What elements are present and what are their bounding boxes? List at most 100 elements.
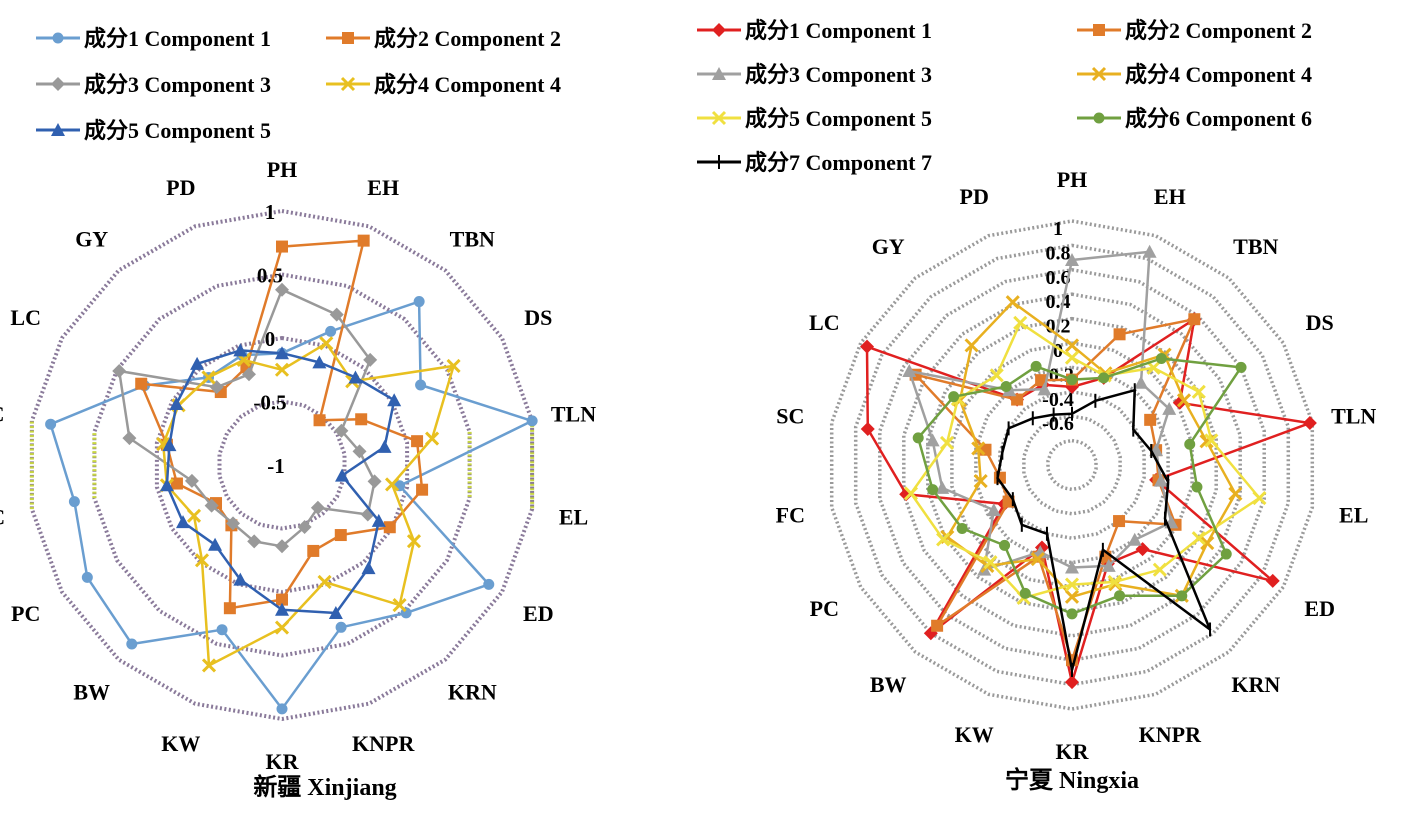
axis-label-fc: FC: [0, 504, 5, 529]
data-point: [1142, 244, 1157, 258]
data-point: [276, 593, 288, 606]
legend-label: 成分3 Component 3: [745, 62, 932, 87]
grid-ring: [853, 243, 1291, 687]
data-point: [1152, 562, 1167, 577]
data-point: [411, 435, 424, 448]
data-point: [112, 364, 127, 379]
data-point: [1101, 558, 1116, 572]
axis-label-el: EL: [1339, 503, 1368, 528]
data-point: [355, 413, 368, 426]
data-point: [912, 432, 924, 444]
data-point: [1066, 608, 1078, 620]
ring-tick-label: 0.4: [1046, 291, 1071, 313]
data-point: [973, 474, 988, 489]
data-point: [335, 621, 347, 633]
axis-label-ds: DS: [524, 305, 552, 330]
axis-label-bw: BW: [870, 672, 907, 697]
legend-item: 成分7 Component 7: [697, 150, 932, 175]
data-point: [936, 532, 951, 547]
data-point: [1113, 328, 1126, 341]
data-point: [135, 377, 148, 390]
axis-label-eh: EH: [367, 175, 399, 200]
data-point: [1188, 313, 1201, 326]
series-3: [902, 244, 1179, 576]
ring-tick-label: 0.6: [1046, 267, 1071, 289]
data-point: [1176, 590, 1188, 602]
grid-ring: [29, 208, 535, 722]
data-point: [446, 358, 461, 374]
data-point: [1220, 548, 1232, 560]
legend-label: 成分1 Component 1: [84, 26, 271, 51]
legend-marker: [340, 76, 356, 92]
data-point: [334, 423, 349, 438]
data-point: [216, 624, 228, 636]
legend-label: 成分1 Component 1: [745, 18, 932, 43]
legend-item: 成分5 Component 5: [36, 118, 271, 143]
data-point: [325, 325, 337, 337]
data-point: [387, 393, 402, 407]
axis-label-ed: ED: [1304, 596, 1335, 621]
data-point: [935, 480, 950, 494]
data-point: [1107, 574, 1122, 589]
data-point: [1176, 393, 1192, 408]
grid-rings: [829, 219, 1315, 711]
data-point: [1114, 590, 1126, 602]
data-point: [274, 620, 290, 635]
grid-ring: [217, 399, 347, 531]
axis-label-tbn: TBN: [1233, 234, 1278, 259]
data-point: [352, 444, 367, 459]
legend-item: 成分1 Component 1: [697, 18, 932, 43]
data-point: [425, 431, 440, 446]
axis-label-kr: KR: [266, 749, 300, 774]
legend-marker: [51, 77, 65, 91]
legend-label: 成分2 Component 2: [374, 26, 561, 51]
data-point: [335, 468, 350, 482]
legend-marker: [1093, 112, 1105, 124]
axis-label-bw: BW: [73, 680, 110, 705]
data-point: [1064, 589, 1080, 604]
data-point: [925, 433, 940, 447]
axis-label-pd: PD: [960, 184, 989, 209]
legend-item: 成分3 Component 3: [36, 72, 271, 97]
data-point: [319, 336, 334, 351]
ring-tick-label: -0.5: [253, 391, 286, 415]
data-point: [1127, 532, 1142, 546]
axis-label-sc: SC: [776, 403, 804, 428]
data-point: [122, 431, 137, 446]
legend-marker: [51, 123, 65, 136]
data-point: [361, 561, 376, 575]
ring-tick-label: 1: [265, 200, 276, 224]
chart-title-ningxia: 宁夏 Ningxia: [1005, 766, 1139, 794]
data-point: [860, 339, 875, 354]
data-point: [233, 343, 248, 357]
legend-item: 成分6 Component 6: [1077, 106, 1312, 131]
data-point: [226, 516, 241, 531]
data-point: [201, 658, 217, 673]
legend-item: 成分4 Component 4: [326, 72, 561, 97]
data-point: [483, 578, 495, 590]
data-point: [162, 438, 177, 452]
legend-marker: [52, 32, 64, 44]
legend-marker: [1093, 24, 1105, 36]
data-point: [81, 571, 93, 583]
series-4: [156, 336, 461, 673]
ring-tick-label: -0.6: [1042, 413, 1074, 435]
axis-label-ds: DS: [1306, 310, 1334, 335]
grid-ring: [92, 272, 472, 658]
legend-label: 成分6 Component 6: [1125, 106, 1312, 131]
legend-marker: [711, 110, 727, 126]
data-point: [964, 338, 979, 353]
data-point: [902, 364, 917, 378]
data-point: [927, 484, 939, 496]
data-point: [208, 537, 223, 551]
data-point: [1005, 295, 1020, 310]
legend-label: 成分2 Component 2: [1125, 18, 1312, 43]
data-point: [275, 602, 289, 616]
data-point: [1302, 416, 1317, 431]
data-point: [363, 352, 378, 367]
data-point: [1265, 573, 1280, 588]
data-point: [1153, 473, 1168, 487]
data-point: [1065, 675, 1079, 690]
data-point: [176, 515, 191, 529]
data-point: [328, 605, 343, 619]
